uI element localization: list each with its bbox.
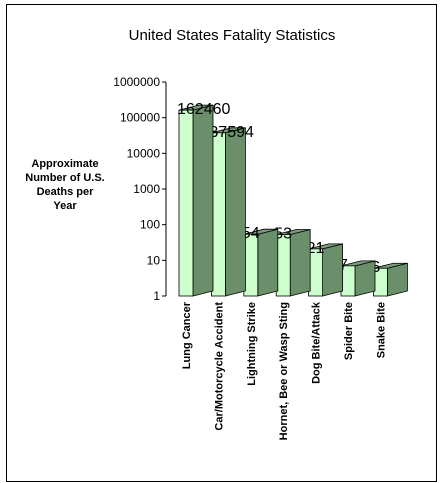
y-tick-label: 10 [147, 253, 161, 267]
bar-side-face [354, 260, 376, 297]
chart-title: United States Fatality Statistics [129, 27, 336, 44]
y-tick-label: 10000 [127, 146, 161, 160]
bar-side-face [257, 228, 279, 297]
category-label: Car/Motorcycle Accident [213, 302, 225, 431]
bar-2: 54 [242, 225, 279, 297]
bars-group: 6 7 21 53 54 37594 162460 [177, 101, 408, 297]
y-ticks-group: 1 10 100 1000 10000 100000 1000000 [113, 75, 167, 303]
bar-0: 162460 [177, 101, 230, 297]
y-tick-label: 1 [153, 289, 160, 303]
bar-3: 53 [274, 226, 311, 297]
y-tick-label: 1000000 [113, 75, 160, 89]
y-axis-label-line-4: Year [53, 200, 77, 212]
bar-side-face [224, 127, 246, 297]
bar-front-face [243, 233, 259, 297]
bar-side-face [289, 228, 311, 297]
bar-front-face [275, 234, 291, 297]
bar-5: 7 [339, 257, 376, 297]
category-label: Snake Bite [375, 302, 387, 358]
y-tick-label: 100000 [120, 111, 160, 125]
category-label: Hornet, Bee or Wasp Sting [278, 302, 290, 440]
category-label: Dog Bite/Attack [311, 301, 323, 384]
y-axis-label-line-1: Approximate [31, 158, 98, 170]
y-axis-label-line-2: Number of U.S. [25, 172, 104, 184]
data-label: 162460 [177, 101, 230, 118]
y-axis-label-line-3: Deaths per [37, 186, 95, 198]
bar-side-face [322, 243, 344, 297]
data-label: 7 [339, 257, 348, 274]
category-label: Spider Bite [343, 302, 355, 360]
bar-side-face [386, 262, 408, 297]
y-tick-label: 100 [140, 218, 160, 232]
data-label: 37594 [209, 124, 254, 141]
category-label: Lung Cancer [181, 301, 193, 369]
bar-6: 6 [371, 259, 408, 297]
data-label: 6 [371, 259, 380, 276]
bar-front-face [178, 109, 194, 297]
bar-side-face [192, 104, 214, 297]
bar-front-face [210, 132, 226, 297]
category-labels-group: Lung Cancer Car/Motorcycle Accident Lightn… [181, 301, 387, 440]
data-label: 54 [242, 225, 260, 242]
y-tick-label: 1000 [133, 182, 160, 196]
data-label: 53 [274, 226, 292, 243]
data-label: 21 [307, 240, 325, 257]
bar-4: 21 [307, 240, 344, 297]
category-label: Lightning Strike [246, 302, 258, 386]
bar-1: 37594 [209, 124, 254, 297]
